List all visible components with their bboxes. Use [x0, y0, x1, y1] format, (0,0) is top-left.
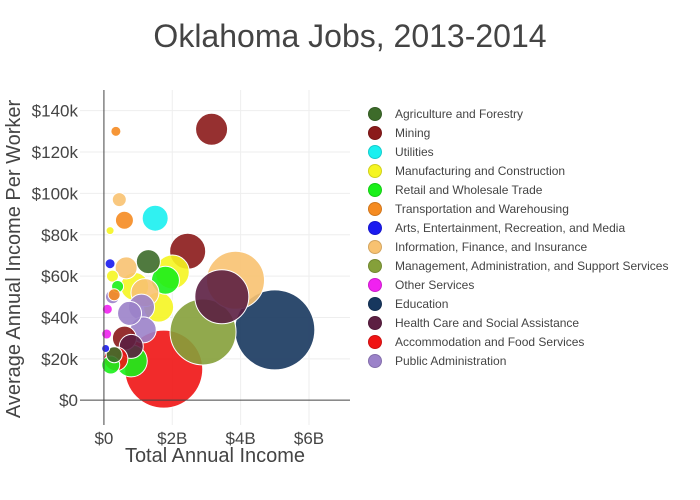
y-tick-label: $100k: [32, 184, 79, 203]
x-tick-label: $6B: [294, 429, 324, 448]
bubble-point: [195, 112, 229, 146]
legend-item[interactable]: Accommodation and Food Services: [368, 332, 668, 351]
legend-swatch: [368, 201, 382, 216]
legend-item[interactable]: Management, Administration, and Support …: [368, 256, 668, 275]
legend-label: Utilities: [395, 144, 434, 159]
legend-item[interactable]: Education: [368, 294, 668, 313]
legend-swatch: [368, 106, 382, 121]
chart-title: Oklahoma Jobs, 2013-2014: [153, 18, 547, 54]
legend-swatch: [368, 277, 382, 292]
legend-swatch: [368, 296, 382, 311]
legend-item[interactable]: Health Care and Social Assistance: [368, 313, 668, 332]
legend-label: Public Administration: [395, 353, 507, 368]
x-tick-label: $4B: [226, 429, 256, 448]
legend-swatch: [368, 125, 382, 140]
legend-item[interactable]: Transportation and Warehousing: [368, 199, 668, 218]
legend-item[interactable]: Other Services: [368, 275, 668, 294]
legend-swatch: [368, 353, 382, 368]
axes: $0 $20k $40k $60k $80k $100k $120k $140k $0 $2B $4…: [32, 90, 350, 448]
legend-item[interactable]: Arts, Entertainment, Recreation, and Med…: [368, 218, 668, 237]
legend-swatch: [368, 315, 382, 330]
bubble-markers: [101, 112, 316, 409]
bubble-point: [114, 210, 134, 230]
legend-label: Transportation and Warehousing: [395, 201, 569, 216]
legend-label: Retail and Wholesale Trade: [395, 182, 543, 197]
legend-label: Other Services: [395, 277, 475, 292]
bubble-point: [101, 343, 111, 353]
y-tick-label: $140k: [32, 102, 79, 121]
legend-label: Management, Administration, and Support …: [395, 258, 669, 273]
y-tick-label: $20k: [41, 350, 78, 369]
legend-item[interactable]: Public Administration: [368, 351, 668, 370]
bubble-point: [105, 226, 115, 236]
legend-swatch: [368, 144, 382, 159]
bubble-point: [105, 269, 119, 283]
legend-item[interactable]: Information, Finance, and Insurance: [368, 237, 668, 256]
bubble-point: [110, 125, 122, 137]
legend-swatch: [368, 239, 382, 254]
bubble-point: [194, 269, 250, 325]
x-axis-label: Total Annual Income: [125, 445, 305, 467]
y-tick-label: $80k: [41, 226, 78, 245]
legend-label: Education: [395, 296, 449, 311]
legend-item[interactable]: Mining: [368, 123, 668, 142]
y-tick-label: $60k: [41, 267, 78, 286]
x-tick-label: $2B: [157, 429, 187, 448]
legend-swatch: [368, 182, 382, 197]
legend-swatch: [368, 220, 382, 235]
bubble-point: [114, 256, 138, 280]
legend-swatch: [368, 258, 382, 273]
legend-label: Agriculture and Forestry: [395, 106, 524, 121]
legend-label: Arts, Entertainment, Recreation, and Med…: [395, 220, 626, 235]
legend-label: Manufacturing and Construction: [395, 163, 566, 178]
bubble-point: [107, 288, 121, 302]
bubble-point: [101, 328, 113, 340]
legend-item[interactable]: Agriculture and Forestry: [368, 104, 668, 123]
bubble-point: [105, 346, 123, 364]
legend-swatch: [368, 334, 382, 349]
legend-swatch: [368, 163, 382, 178]
bubble-point: [104, 258, 116, 270]
legend-item[interactable]: Utilities: [368, 142, 668, 161]
bubble-point: [117, 300, 143, 326]
y-axis-label: Average Annual Income Per Worker: [3, 100, 25, 419]
y-tick-label: $40k: [41, 308, 78, 327]
bubble-point: [141, 204, 169, 232]
bubble-point: [111, 192, 127, 208]
legend-label: Information, Finance, and Insurance: [395, 239, 588, 254]
bubble-point: [135, 249, 161, 275]
legend-label: Health Care and Social Assistance: [395, 315, 580, 330]
y-tick-label: $120k: [32, 143, 79, 162]
legend-label: Accommodation and Food Services: [395, 334, 585, 349]
legend: Agriculture and Forestry Mining Utilities M…: [368, 104, 668, 370]
y-tick-label: $0: [59, 391, 78, 410]
legend-item[interactable]: Retail and Wholesale Trade: [368, 180, 668, 199]
legend-label: Mining: [395, 125, 431, 140]
legend-item[interactable]: Manufacturing and Construction: [368, 161, 668, 180]
bubble-point: [101, 303, 113, 315]
x-tick-label: $0: [94, 429, 113, 448]
